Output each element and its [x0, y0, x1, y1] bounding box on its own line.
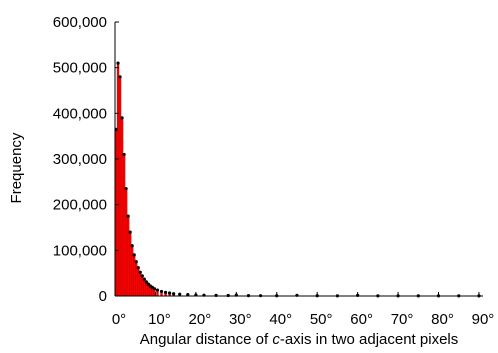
data-point	[122, 152, 126, 157]
data-point	[128, 230, 132, 234]
x-tick-label: 30°	[229, 311, 252, 328]
data-point	[126, 214, 130, 218]
y-tick-label: 500,000	[53, 60, 107, 77]
histogram-bar	[122, 154, 126, 297]
data-point	[120, 116, 124, 120]
x-tick-label: 60°	[350, 311, 373, 328]
x-axis-title-part-1: Angular distance of	[140, 331, 273, 348]
y-tick-label: 100,000	[53, 242, 107, 259]
x-tick-label: 70°	[391, 311, 414, 328]
data-point	[163, 290, 168, 294]
data-point	[159, 289, 164, 294]
x-tick-label: 10°	[148, 311, 171, 328]
x-axis-title-italic-c: c	[272, 331, 280, 348]
histogram-bar	[116, 62, 120, 297]
histogram-bar	[128, 231, 132, 297]
x-tick-label: 90°	[472, 311, 495, 328]
data-point	[144, 280, 148, 284]
data-point	[155, 288, 160, 292]
x-axis-title: Angular distance of c-axis in two adjace…	[140, 331, 459, 348]
y-ticks-group: 0 100,000 200,000 300,000 400,000 500,000 600,…	[53, 14, 119, 305]
data-point	[167, 291, 172, 295]
histogram-bar	[124, 188, 128, 297]
data-point	[186, 293, 190, 297]
y-tick-label: 400,000	[53, 105, 107, 122]
data-point	[124, 187, 128, 191]
y-tick-label: 0	[99, 288, 107, 305]
x-axis-title-part-3: -axis in two adjacent pixels	[280, 331, 458, 348]
data-point	[140, 274, 144, 278]
histogram-bar	[131, 245, 134, 297]
y-tick-label: 300,000	[53, 151, 107, 168]
bars-group	[114, 62, 481, 297]
data-point	[152, 287, 157, 291]
y-axis-title: Frequency	[8, 132, 25, 203]
histogram-bar	[126, 215, 130, 297]
y-tick-label: 200,000	[53, 197, 107, 214]
data-point	[116, 61, 120, 65]
data-point	[134, 260, 138, 264]
x-tick-label: 20°	[189, 311, 212, 328]
data-point	[118, 75, 122, 79]
data-point	[178, 292, 182, 296]
data-point	[172, 292, 176, 296]
x-tick-label: 0°	[112, 311, 126, 328]
y-tick-label: 600,000	[53, 14, 107, 31]
x-tick-label: 80°	[431, 311, 454, 328]
data-point	[142, 277, 146, 281]
points-group	[114, 61, 481, 298]
data-point	[136, 266, 140, 270]
data-point	[132, 253, 136, 257]
data-point	[130, 244, 134, 248]
data-point	[138, 270, 142, 274]
histogram-bar	[118, 76, 122, 297]
x-tick-label: 40°	[269, 311, 292, 328]
x-ticks-group: 0° 10° 20° 30° 40° 50° 60° 70° 80° 90°	[112, 292, 494, 328]
axes-group	[114, 22, 483, 297]
histogram-bar	[120, 117, 124, 297]
x-tick-label: 50°	[310, 311, 333, 328]
